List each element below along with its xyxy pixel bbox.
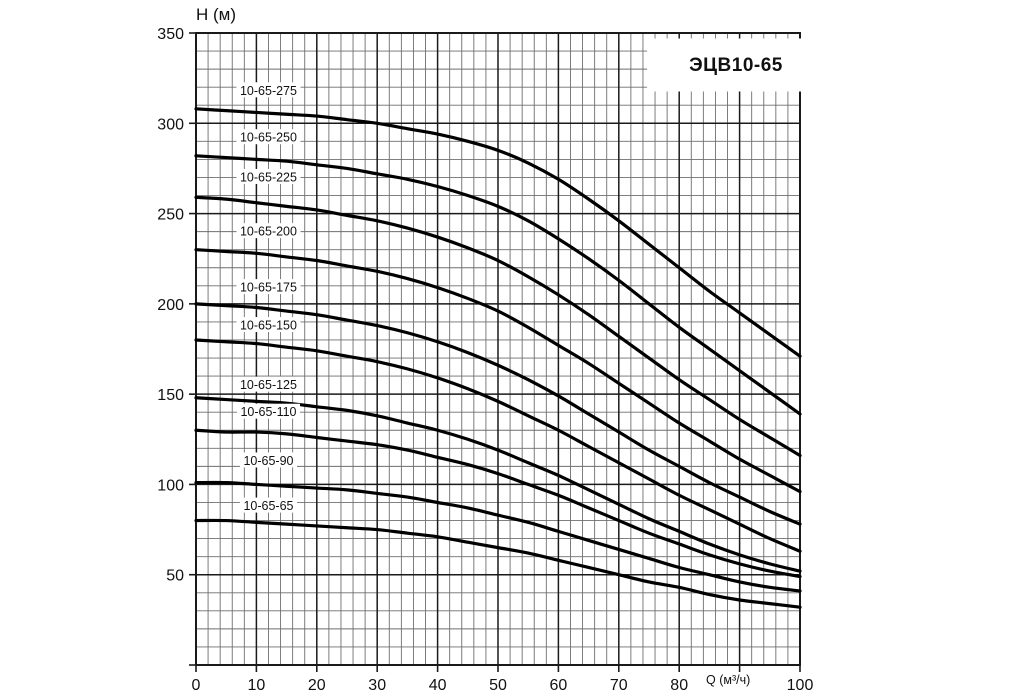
pump-curve-label: 10-65-125 bbox=[240, 378, 297, 392]
pump-curve-label-background bbox=[236, 129, 301, 145]
y-axis-tick-labels: 50 100 150 200 250 300 350 bbox=[157, 26, 184, 585]
pump-curve bbox=[194, 154, 802, 416]
pump-curve bbox=[194, 338, 802, 553]
x-tick-label: 0 bbox=[192, 677, 201, 694]
pump-curve-label-background bbox=[239, 452, 298, 468]
chart-title: ЭЦВ10-65 bbox=[689, 55, 783, 76]
x-tick-label: 30 bbox=[368, 677, 386, 694]
pump-curve-label-background bbox=[236, 223, 301, 239]
pump-curve-label-background bbox=[236, 279, 301, 295]
axis-tickmarks bbox=[189, 32, 801, 672]
pump-curve-label: 10-65-225 bbox=[240, 170, 297, 184]
pump-curve bbox=[194, 428, 802, 579]
y-tick-label: 200 bbox=[157, 297, 184, 314]
pump-curve bbox=[194, 302, 802, 526]
y-axis-title: H (м) bbox=[196, 5, 236, 24]
x-tick-label: 20 bbox=[308, 677, 326, 694]
x-axis-tick-labels: 0 10 20 30 40 50 60 70 80 100 bbox=[192, 677, 814, 694]
pump-curve-label: 10-65-150 bbox=[240, 319, 297, 333]
chart-title-group: ЭЦВ10-65 bbox=[647, 38, 825, 92]
pump-curve-label: 10-65-65 bbox=[243, 499, 293, 513]
x-tick-label: 50 bbox=[489, 677, 507, 694]
x-tick-label: 80 bbox=[670, 677, 688, 694]
x-tick-label: 60 bbox=[550, 677, 568, 694]
x-axis-title: Q (м³/ч) bbox=[706, 673, 750, 687]
y-tick-label: 100 bbox=[157, 477, 184, 494]
pump-curve bbox=[194, 248, 802, 494]
pump-curve-labels: 10-65-275 10-65-250 10-65-225 10-65-200 10-6… bbox=[236, 82, 301, 513]
pump-curve-label-background bbox=[236, 168, 301, 184]
x-tick-label: 70 bbox=[610, 677, 628, 694]
pump-curve-label: 10-65-275 bbox=[240, 84, 297, 98]
pump-curve-label-background bbox=[236, 82, 301, 98]
y-tick-label: 150 bbox=[157, 387, 184, 404]
pump-curve bbox=[194, 518, 802, 609]
y-tick-label: 50 bbox=[166, 568, 184, 585]
x-tick-label: 40 bbox=[429, 677, 447, 694]
pump-curve-label-background bbox=[236, 317, 301, 333]
pump-curve-label: 10-65-110 bbox=[240, 405, 296, 419]
pump-curve-label: 10-65-175 bbox=[240, 281, 297, 295]
pump-curve-label: 10-65-200 bbox=[240, 225, 297, 239]
chart-title-background bbox=[647, 38, 825, 92]
pump-curve bbox=[194, 107, 802, 358]
pump-curve-label-background bbox=[236, 403, 301, 419]
y-tick-label: 250 bbox=[157, 207, 184, 224]
pump-curve-label-background bbox=[239, 497, 298, 513]
pump-curve bbox=[194, 480, 802, 593]
x-tick-label: 10 bbox=[248, 677, 266, 694]
x-tick-label: 100 bbox=[787, 677, 814, 694]
pump-curve bbox=[194, 195, 802, 458]
pump-curve-label: 10-65-90 bbox=[243, 454, 293, 468]
y-tick-label: 350 bbox=[157, 26, 184, 43]
pump-curve-label: 10-65-250 bbox=[240, 131, 297, 145]
y-tick-label: 300 bbox=[157, 116, 184, 133]
pump-curve-label-background bbox=[236, 376, 301, 392]
